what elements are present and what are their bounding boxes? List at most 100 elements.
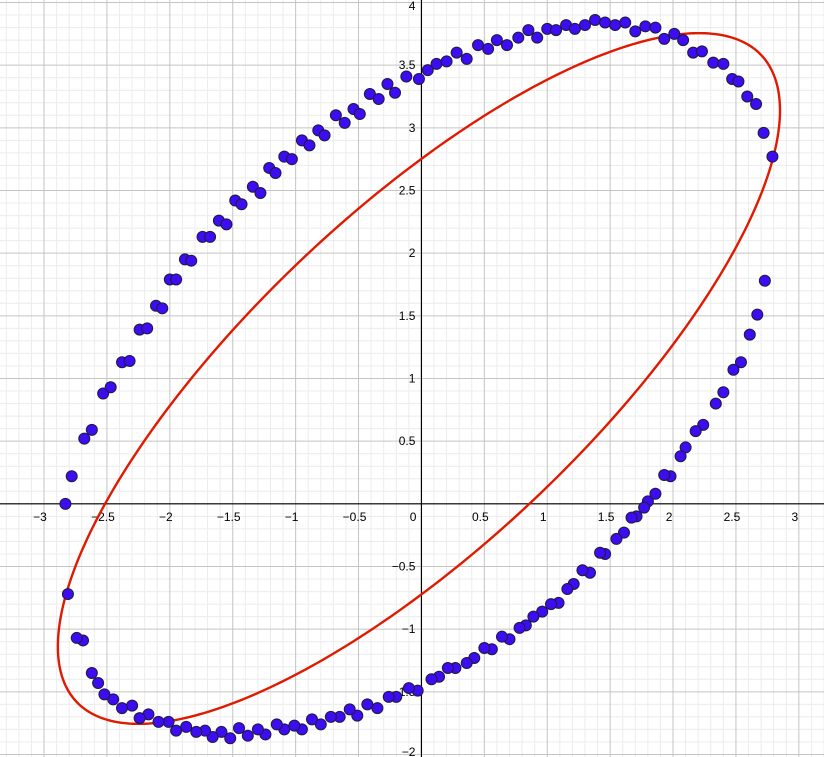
data-point	[190, 725, 203, 738]
data-point	[353, 108, 366, 121]
data-point	[513, 621, 526, 634]
data-point	[133, 712, 146, 725]
x-tick-label: 1	[540, 510, 547, 524]
origin-tick-label: 0	[410, 510, 417, 524]
data-point	[732, 75, 745, 88]
y-tick-label: −1	[402, 622, 416, 636]
data-point	[717, 57, 730, 70]
data-point	[288, 719, 301, 732]
data-point	[440, 55, 453, 68]
data-point	[599, 16, 612, 29]
data-point	[402, 682, 415, 695]
y-tick-label: −0.5	[392, 559, 416, 573]
data-point	[460, 52, 473, 65]
data-point	[550, 24, 563, 37]
data-point	[629, 25, 642, 38]
data-point	[545, 598, 558, 611]
data-point	[269, 166, 282, 179]
data-point	[215, 725, 228, 738]
data-point	[185, 254, 198, 267]
data-point	[318, 129, 331, 142]
y-tick-label: −2	[402, 745, 416, 757]
data-point	[382, 690, 395, 703]
data-point	[758, 274, 771, 287]
data-point	[594, 546, 607, 559]
data-point	[707, 56, 720, 69]
data-point	[727, 363, 740, 376]
data-point	[576, 564, 589, 577]
data-point	[649, 487, 662, 500]
data-point	[668, 27, 681, 40]
data-point	[389, 86, 402, 99]
data-point	[104, 381, 117, 394]
data-point	[85, 667, 98, 680]
data-point	[512, 31, 525, 44]
data-point	[116, 702, 129, 715]
data-point	[531, 31, 544, 44]
data-point	[658, 469, 671, 482]
data-point	[162, 715, 175, 728]
x-tick-label: 2	[666, 510, 673, 524]
data-point	[363, 87, 376, 100]
data-point	[430, 57, 443, 70]
data-point	[314, 718, 327, 731]
data-point	[180, 720, 193, 733]
data-point	[204, 230, 217, 243]
x-tick-label: −0.5	[343, 510, 367, 524]
data-point	[679, 441, 692, 454]
data-point	[152, 715, 165, 728]
data-point	[674, 450, 687, 463]
data-point	[123, 354, 136, 367]
x-tick-label: 2.5	[724, 510, 741, 524]
data-point	[305, 713, 318, 726]
data-point	[561, 583, 574, 596]
data-point	[757, 126, 770, 139]
fitted-ellipse-curve	[56, 31, 782, 726]
x-tick-label: 1.5	[598, 510, 615, 524]
data-point	[285, 153, 298, 166]
data-point	[126, 699, 139, 712]
data-point	[460, 657, 473, 670]
data-point	[689, 425, 702, 438]
data-point	[589, 14, 602, 27]
data-point	[639, 20, 652, 33]
data-point	[500, 39, 513, 52]
data-point	[482, 42, 495, 55]
data-point	[98, 688, 111, 701]
y-tick-label: 2.5	[399, 184, 416, 198]
data-point	[361, 698, 374, 711]
data-point	[751, 308, 764, 321]
data-point	[619, 16, 632, 29]
data-point	[61, 588, 74, 601]
data-point	[241, 729, 254, 742]
data-point	[527, 610, 540, 623]
data-point	[254, 187, 267, 200]
x-tick-label: 0.5	[472, 510, 489, 524]
fitted-curve-layer	[56, 31, 782, 726]
data-points	[59, 14, 779, 745]
y-tick-label: 3.5	[399, 58, 416, 72]
data-point	[92, 677, 105, 690]
y-tick-label: 4	[409, 0, 416, 13]
y-tick-label: 2	[409, 246, 416, 260]
data-point	[536, 605, 549, 618]
y-tick-label: 3	[409, 121, 416, 135]
data-point	[766, 150, 779, 163]
data-point	[329, 109, 342, 122]
data-point	[270, 718, 283, 731]
data-point	[59, 497, 72, 510]
data-point	[568, 22, 581, 35]
data-point	[70, 631, 83, 644]
data-point	[343, 703, 356, 716]
data-point	[450, 46, 463, 59]
data-point	[495, 630, 508, 643]
x-tick-label: −1.5	[217, 510, 241, 524]
data-point	[372, 93, 385, 106]
data-point	[170, 724, 183, 737]
data-point	[251, 723, 264, 736]
data-point	[677, 34, 690, 47]
y-tick-label: 1	[409, 372, 416, 386]
